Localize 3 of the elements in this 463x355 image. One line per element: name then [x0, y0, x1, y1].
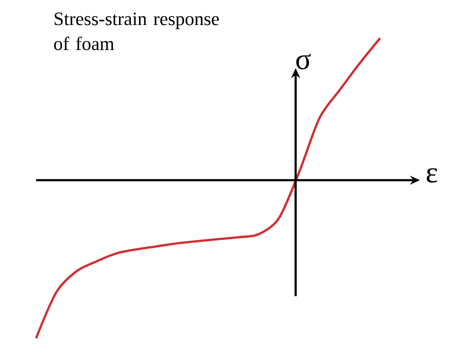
chart-title: Stress-strain response of foam — [54, 12, 219, 50]
y-axis-title: σ — [296, 54, 311, 70]
x-axis-title: ε — [426, 168, 438, 183]
